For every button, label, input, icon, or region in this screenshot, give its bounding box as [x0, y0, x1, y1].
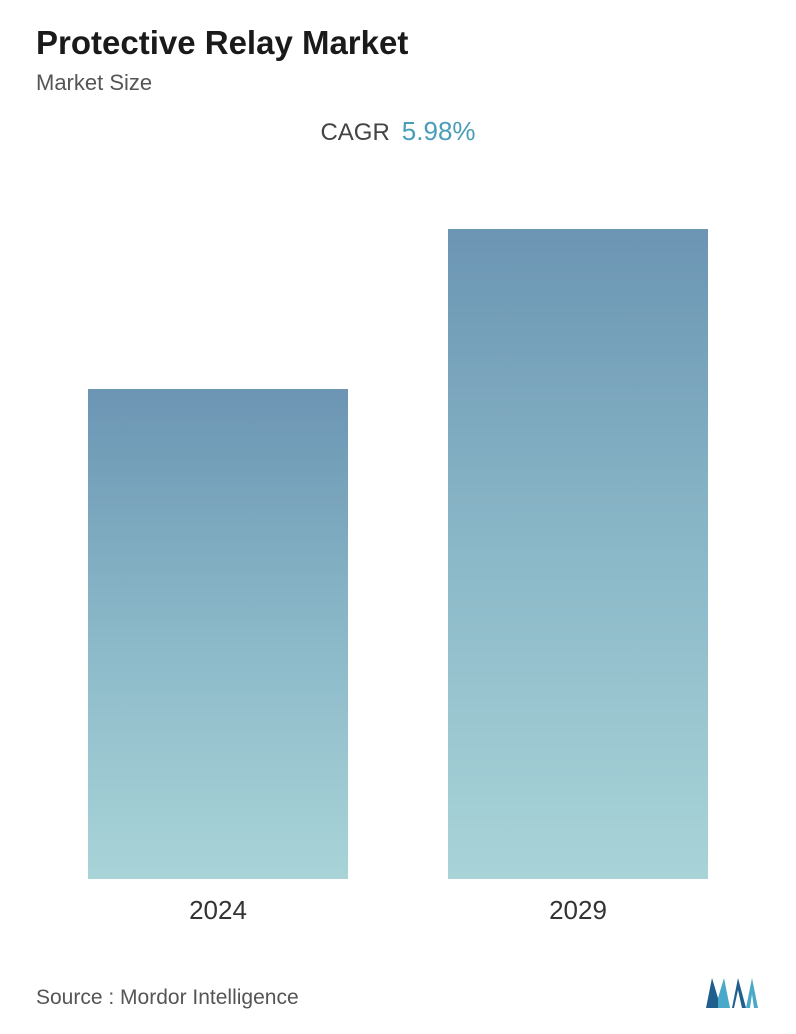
chart-subtitle: Market Size [36, 70, 760, 96]
bar-chart: 2024 2029 [36, 187, 760, 946]
bar-group-1: 2029 [448, 229, 708, 926]
bar-group-0: 2024 [88, 389, 348, 926]
bar-1 [448, 229, 708, 879]
chart-footer: Source : Mordor Intelligence [36, 946, 760, 1010]
cagr-value: 5.98% [402, 116, 476, 147]
bar-label-1: 2029 [549, 895, 607, 926]
source-text: Source : Mordor Intelligence [36, 986, 299, 1010]
bar-0 [88, 389, 348, 879]
brand-logo-icon [704, 970, 760, 1010]
cagr-label: CAGR [320, 119, 389, 147]
chart-container: Protective Relay Market Market Size CAGR… [0, 0, 796, 1034]
bar-label-0: 2024 [189, 895, 247, 926]
chart-title: Protective Relay Market [36, 24, 760, 62]
cagr-row: CAGR 5.98% [36, 116, 760, 147]
